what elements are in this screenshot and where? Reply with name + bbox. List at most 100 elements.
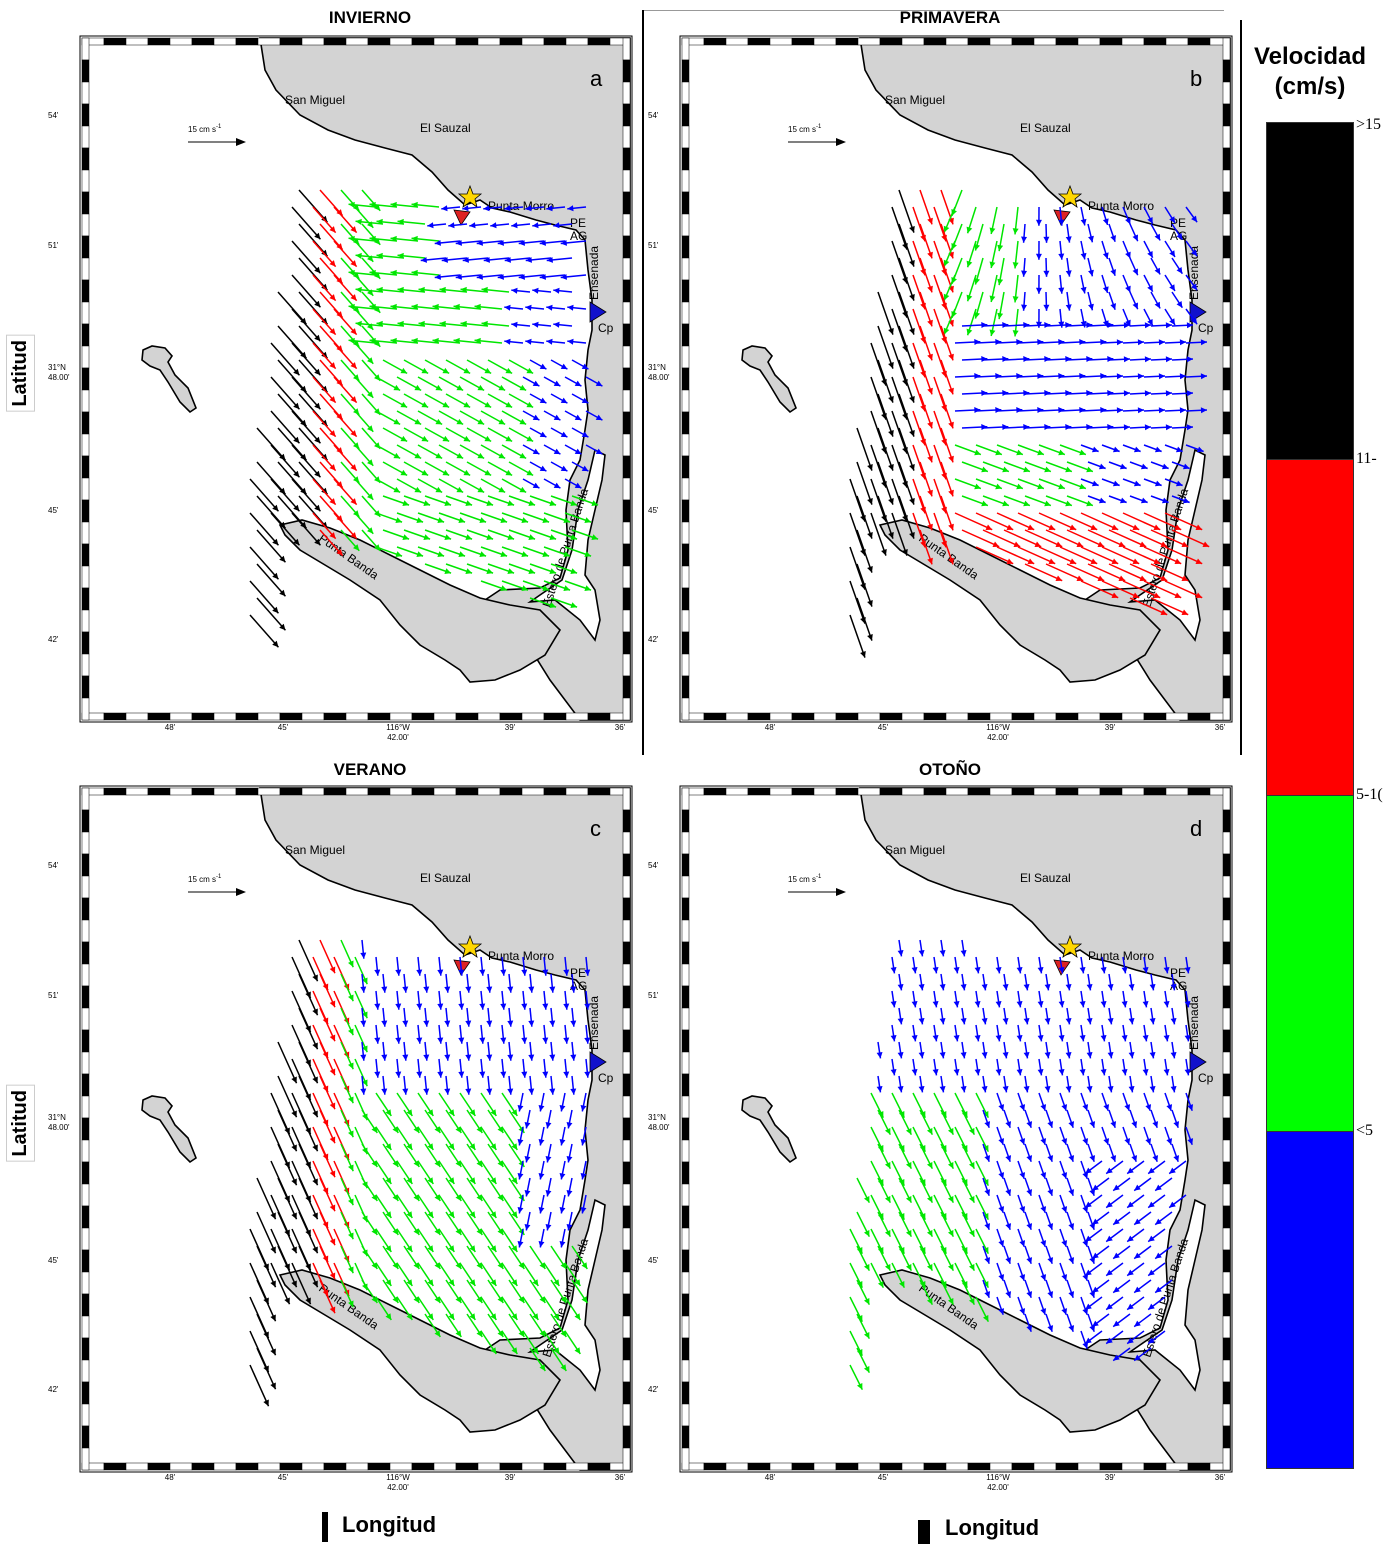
- current-arrow: [982, 529, 1021, 548]
- current-arrowhead: [435, 486, 443, 493]
- label-pe: PE: [570, 216, 586, 230]
- border-tick: [1143, 37, 1167, 46]
- current-arrowhead: [1048, 558, 1056, 565]
- current-vectors: [849, 939, 1194, 1391]
- current-arrowhead: [1191, 215, 1198, 223]
- current-arrowhead: [553, 287, 560, 294]
- border-tick: [622, 1205, 631, 1229]
- current-arrowhead: [884, 1195, 891, 1203]
- current-arrowhead: [1040, 1172, 1047, 1179]
- current-arrowhead: [458, 517, 466, 523]
- border-tick: [857, 787, 881, 796]
- current-arrowhead: [521, 585, 529, 591]
- lon-tick-label: 48': [165, 723, 176, 732]
- current-arrowhead: [1092, 1320, 1099, 1327]
- current-arrowhead: [974, 483, 981, 490]
- current-arrowhead: [863, 1331, 870, 1339]
- border-tick: [543, 712, 567, 721]
- current-arrowhead: [1035, 287, 1042, 294]
- current-arrowhead: [329, 260, 336, 267]
- current-arrowhead: [507, 986, 514, 993]
- current-arrowhead: [1019, 1206, 1026, 1213]
- current-arrowhead: [505, 401, 513, 408]
- border-tick: [103, 712, 127, 721]
- current-arrowhead: [439, 320, 446, 327]
- current-arrowhead: [992, 541, 1000, 548]
- current-arrowhead: [329, 396, 336, 403]
- current-arrowhead: [911, 967, 918, 974]
- legend-swatch-green: [1266, 795, 1354, 1133]
- current-arrow: [249, 1364, 270, 1407]
- border-tick: [813, 37, 837, 46]
- current-arrowhead: [456, 486, 464, 493]
- current-arrowhead: [312, 1212, 318, 1220]
- current-arrowhead: [1043, 236, 1050, 243]
- border-tick: [681, 345, 690, 369]
- current-arrowhead: [974, 277, 980, 285]
- current-arrowhead: [1127, 1167, 1134, 1174]
- current-arrow: [1080, 546, 1119, 565]
- current-arrow: [319, 1143, 336, 1178]
- border-tick: [81, 1227, 90, 1251]
- current-arrowhead: [982, 1110, 989, 1118]
- current-arrowhead: [474, 303, 481, 310]
- current-arrowhead: [1002, 1018, 1009, 1025]
- current-arrowhead: [960, 1086, 967, 1093]
- current-arrowhead: [927, 557, 933, 565]
- current-arrowhead: [476, 239, 483, 246]
- border-tick: [681, 433, 690, 457]
- current-arrowhead: [312, 1246, 318, 1254]
- current-arrowhead: [367, 391, 374, 398]
- current-arrowhead: [563, 1003, 570, 1010]
- current-arrowhead: [1086, 390, 1093, 397]
- current-arrowhead: [1092, 1218, 1099, 1225]
- current-arrowhead: [1058, 1035, 1065, 1042]
- current-arrowhead: [1191, 283, 1198, 291]
- border-tick: [81, 1315, 90, 1339]
- current-arrowhead: [314, 232, 321, 240]
- border-tick: [945, 787, 969, 796]
- border-tick: [477, 37, 501, 46]
- border-tick: [477, 712, 501, 721]
- current-arrow: [256, 1245, 277, 1288]
- border-tick: [622, 609, 631, 633]
- border-tick: [681, 191, 690, 215]
- current-arrow: [877, 291, 894, 335]
- current-arrowhead: [511, 321, 518, 328]
- current-arrowhead: [981, 322, 988, 329]
- current-arrowhead: [1091, 446, 1099, 453]
- current-arrowhead: [989, 295, 996, 302]
- current-arrowhead: [481, 320, 488, 327]
- current-arrowhead: [279, 589, 286, 597]
- current-arrowhead: [270, 1212, 276, 1220]
- border-tick: [1222, 1205, 1231, 1229]
- current-arrowhead: [1176, 301, 1183, 308]
- current-arrowhead: [1086, 1018, 1093, 1025]
- current-arrowhead: [397, 286, 404, 293]
- current-arrowhead: [1065, 984, 1072, 991]
- current-arrowhead: [1061, 1104, 1068, 1111]
- current-arrowhead: [1019, 1104, 1026, 1111]
- divider-vertical: [642, 10, 644, 755]
- current-arrowhead: [455, 273, 462, 280]
- current-arrowhead: [1179, 339, 1186, 346]
- border-tick: [681, 1249, 690, 1273]
- current-arrowhead: [545, 1121, 552, 1129]
- current-arrowhead: [524, 1189, 531, 1197]
- current-arrowhead: [314, 436, 321, 444]
- current-arrowhead: [400, 401, 408, 408]
- current-arrow: [1038, 546, 1077, 565]
- current-arrowhead: [1137, 373, 1144, 380]
- current-arrowhead: [270, 1280, 276, 1288]
- current-arrowhead: [960, 1018, 967, 1025]
- current-arrowhead: [476, 273, 483, 280]
- border-tick: [1222, 609, 1231, 633]
- current-arrowhead: [400, 367, 408, 374]
- border-tick: [681, 853, 690, 877]
- current-arrowhead: [1200, 407, 1207, 414]
- current-arrowhead: [911, 1069, 918, 1076]
- current-arrowhead: [947, 1297, 954, 1305]
- current-arrowhead: [406, 1177, 413, 1184]
- border-tick: [587, 1462, 611, 1471]
- border-tick: [791, 1462, 815, 1471]
